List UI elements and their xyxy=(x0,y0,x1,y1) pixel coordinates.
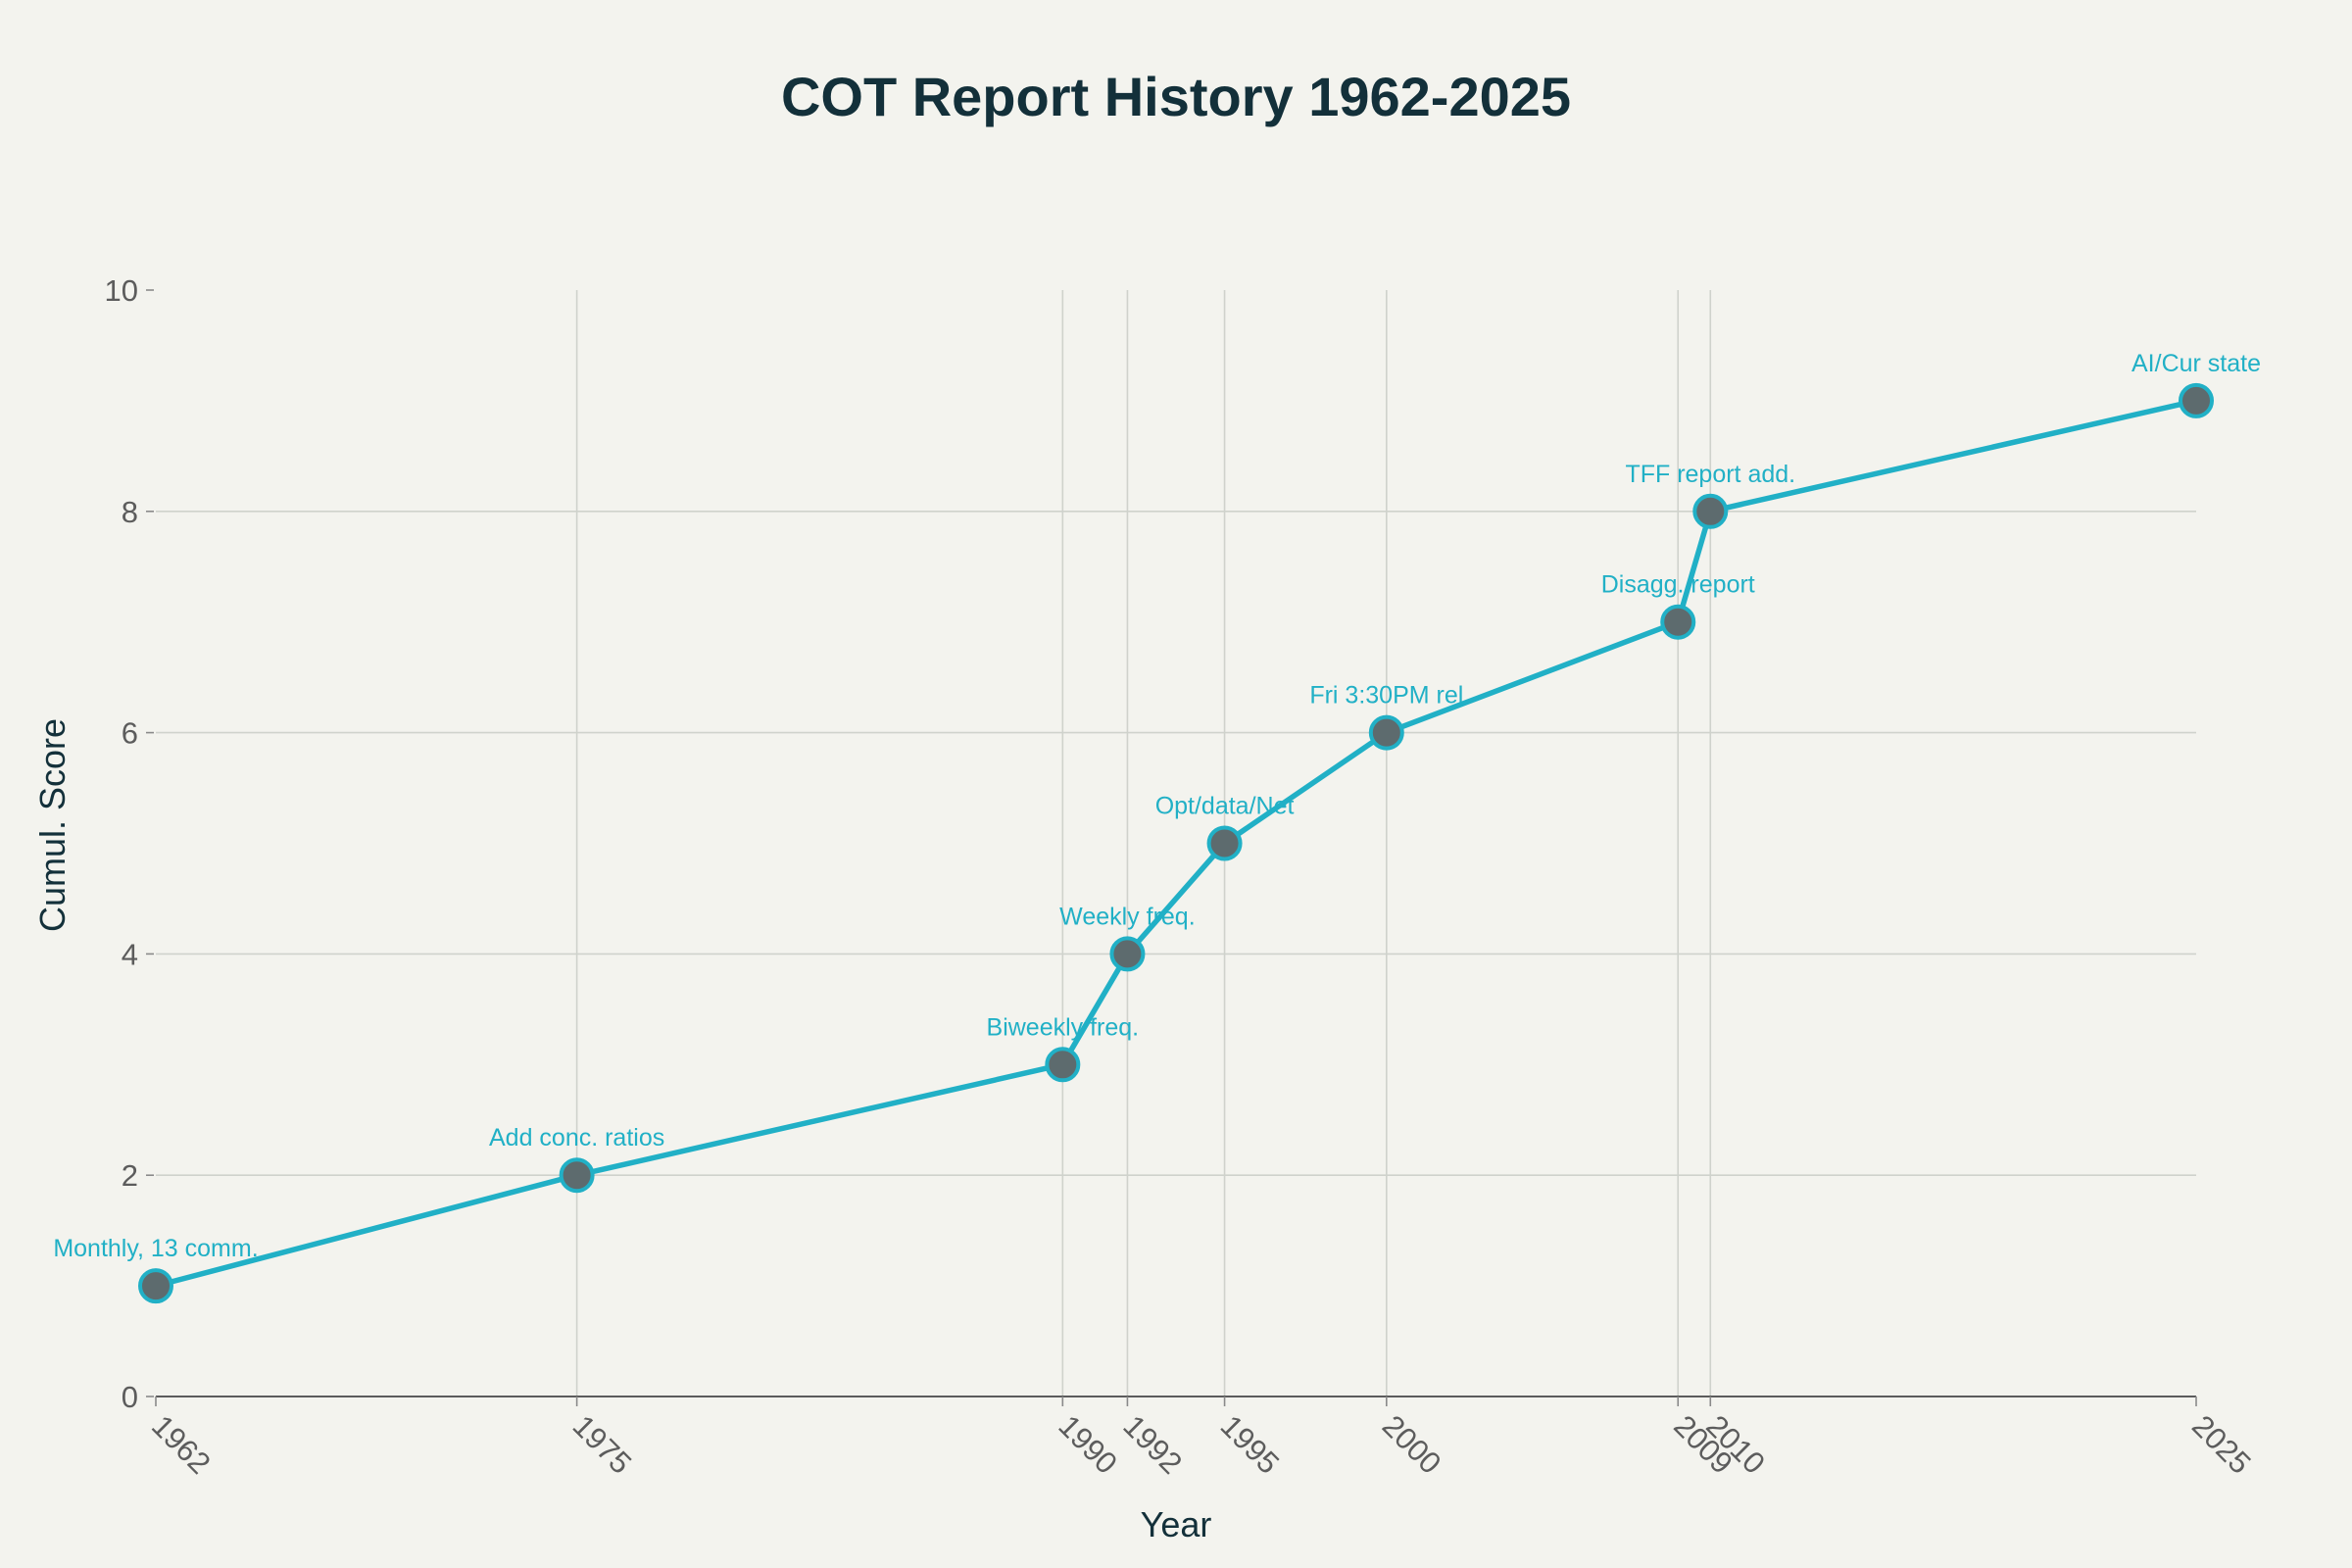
x-tick-label: 2000 xyxy=(1376,1408,1448,1481)
data-point xyxy=(1692,493,1729,529)
series xyxy=(138,382,2214,1304)
data-point xyxy=(1660,604,1696,640)
point-annotation: Opt/data/Net xyxy=(1155,793,1295,820)
data-point xyxy=(1368,714,1404,751)
x-axis-title: Year xyxy=(1141,1504,1212,1544)
x-tick-label: 1995 xyxy=(1214,1408,1287,1481)
point-annotation: Monthly, 13 comm. xyxy=(53,1235,258,1262)
point-annotation: Disagg. report xyxy=(1601,571,1755,599)
data-point xyxy=(559,1157,595,1194)
x-tick-label: 2025 xyxy=(2185,1408,2258,1481)
x-tick-label: 1975 xyxy=(566,1408,639,1481)
y-tick-label: 4 xyxy=(122,937,138,971)
y-tick-label: 10 xyxy=(105,273,138,308)
grid xyxy=(156,290,2196,1396)
annotations: Monthly, 13 comm. Add conc. ratios Biweekl… xyxy=(53,350,2261,1262)
data-point xyxy=(1109,936,1146,972)
series-line xyxy=(155,398,2197,1289)
chart-title: COT Report History 1962-2025 xyxy=(781,66,1571,127)
y-tick-label: 0 xyxy=(122,1380,138,1414)
data-point xyxy=(138,1268,173,1304)
point-annotation: AI/Cur state xyxy=(2132,350,2261,377)
x-tick-label: 1962 xyxy=(145,1408,218,1481)
y-tick-label: 8 xyxy=(122,495,138,529)
point-annotation: Weekly freq. xyxy=(1059,903,1195,930)
x-tick-label: 1990 xyxy=(1052,1408,1124,1481)
point-annotation: Fri 3:30PM rel xyxy=(1309,682,1463,710)
data-point xyxy=(1045,1047,1081,1083)
data-point xyxy=(2179,382,2214,418)
y-tick-label: 2 xyxy=(122,1158,138,1193)
point-annotation: TFF report add. xyxy=(1625,461,1795,488)
y-tick-label: 6 xyxy=(122,716,138,751)
x-tick-label: 1992 xyxy=(1116,1408,1189,1481)
point-annotation: Add conc. ratios xyxy=(489,1124,664,1152)
y-axis-title: Cumul. Score xyxy=(32,718,73,932)
point-annotation: Biweekly freq. xyxy=(987,1013,1140,1041)
data-point xyxy=(1206,825,1243,861)
